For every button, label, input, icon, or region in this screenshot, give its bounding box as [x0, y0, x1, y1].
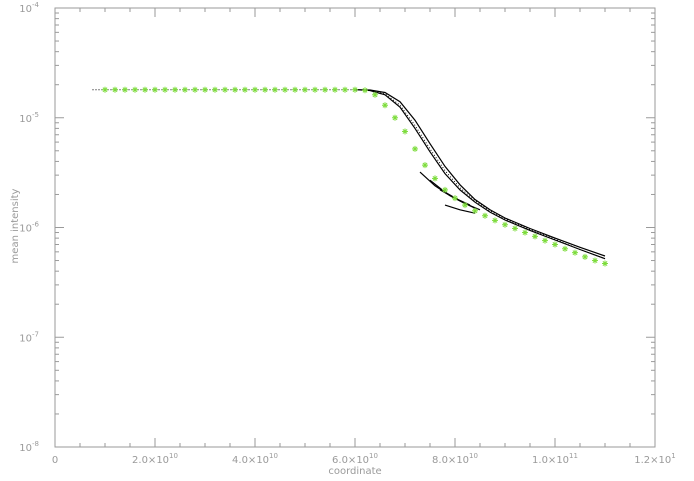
- x-tick-label: 8.0×1010: [432, 452, 478, 466]
- data-point: [542, 237, 548, 244]
- data-point: [442, 186, 448, 193]
- data-point: [332, 86, 338, 93]
- data-point: [102, 86, 108, 93]
- y-tick-label: 10-5: [19, 111, 39, 125]
- y-tick-label: 10-4: [19, 1, 39, 15]
- data-point: [602, 260, 608, 267]
- data-point: [502, 221, 508, 228]
- data-point: [522, 229, 528, 236]
- series-6-line: [444, 204, 476, 214]
- data-point: [252, 86, 258, 93]
- data-point: [272, 86, 278, 93]
- data-point: [572, 249, 578, 256]
- x-tick-label: 1.0×1011: [532, 452, 578, 466]
- data-point: [362, 87, 368, 94]
- data-point: [122, 86, 128, 93]
- data-point: [402, 128, 408, 135]
- data-point: [582, 253, 588, 260]
- data-point: [452, 195, 458, 202]
- series-2-line: [354, 89, 606, 260]
- data-point: [222, 86, 228, 93]
- y-tick-label: 10-7: [19, 330, 39, 344]
- data-point: [562, 245, 568, 252]
- data-point: [342, 86, 348, 93]
- data-point: [112, 86, 118, 93]
- data-point: [382, 102, 388, 109]
- data-point: [192, 86, 198, 93]
- data-point: [512, 225, 518, 232]
- data-point: [262, 86, 268, 93]
- data-point: [292, 86, 298, 93]
- plot-frame: [54, 7, 656, 448]
- x-tick-label: 4.0×1010: [232, 452, 278, 466]
- data-point: [132, 86, 138, 93]
- series-0-line: [92, 89, 606, 260]
- data-point: [312, 86, 318, 93]
- x-tick-label: 6.0×1010: [332, 452, 378, 466]
- data-point: [462, 202, 468, 209]
- series-7-markers: [102, 86, 608, 267]
- series-layer: [92, 86, 608, 267]
- x-tick-label: 0: [52, 455, 58, 466]
- data-point: [472, 207, 478, 214]
- data-point: [242, 86, 248, 93]
- data-point: [352, 86, 358, 93]
- data-point: [162, 86, 168, 93]
- data-point: [532, 233, 538, 240]
- data-point: [372, 91, 378, 98]
- data-point: [592, 257, 598, 264]
- data-point: [212, 86, 218, 93]
- data-point: [432, 175, 438, 182]
- y-tick-label: 10-8: [19, 440, 39, 454]
- x-axis-label: coordinate: [328, 466, 381, 477]
- series-3-line: [419, 171, 481, 211]
- data-point: [282, 86, 288, 93]
- plot-border: [54, 7, 656, 448]
- data-point: [422, 162, 428, 169]
- x-tick-label: 2.0×1010: [132, 452, 178, 466]
- data-point: [172, 86, 178, 93]
- data-point: [182, 86, 188, 93]
- data-point: [152, 86, 158, 93]
- data-point: [492, 217, 498, 224]
- x-tick-label: 1.2×101: [634, 452, 675, 466]
- data-point: [232, 86, 238, 93]
- data-point: [412, 145, 418, 152]
- series-1-line: [354, 89, 606, 257]
- data-point: [202, 86, 208, 93]
- data-point: [482, 212, 488, 219]
- data-point: [392, 114, 398, 121]
- y-tick-label: 10-6: [19, 221, 39, 235]
- y-axis-label: mean intensity: [10, 188, 21, 263]
- ticks-layer: 0 2.0×1010 4.0×1010 6.0×1010 8.0×1010 1.0×101…: [19, 1, 675, 466]
- data-point: [322, 86, 328, 93]
- data-point: [552, 241, 558, 248]
- data-point: [142, 86, 148, 93]
- data-point: [302, 86, 308, 93]
